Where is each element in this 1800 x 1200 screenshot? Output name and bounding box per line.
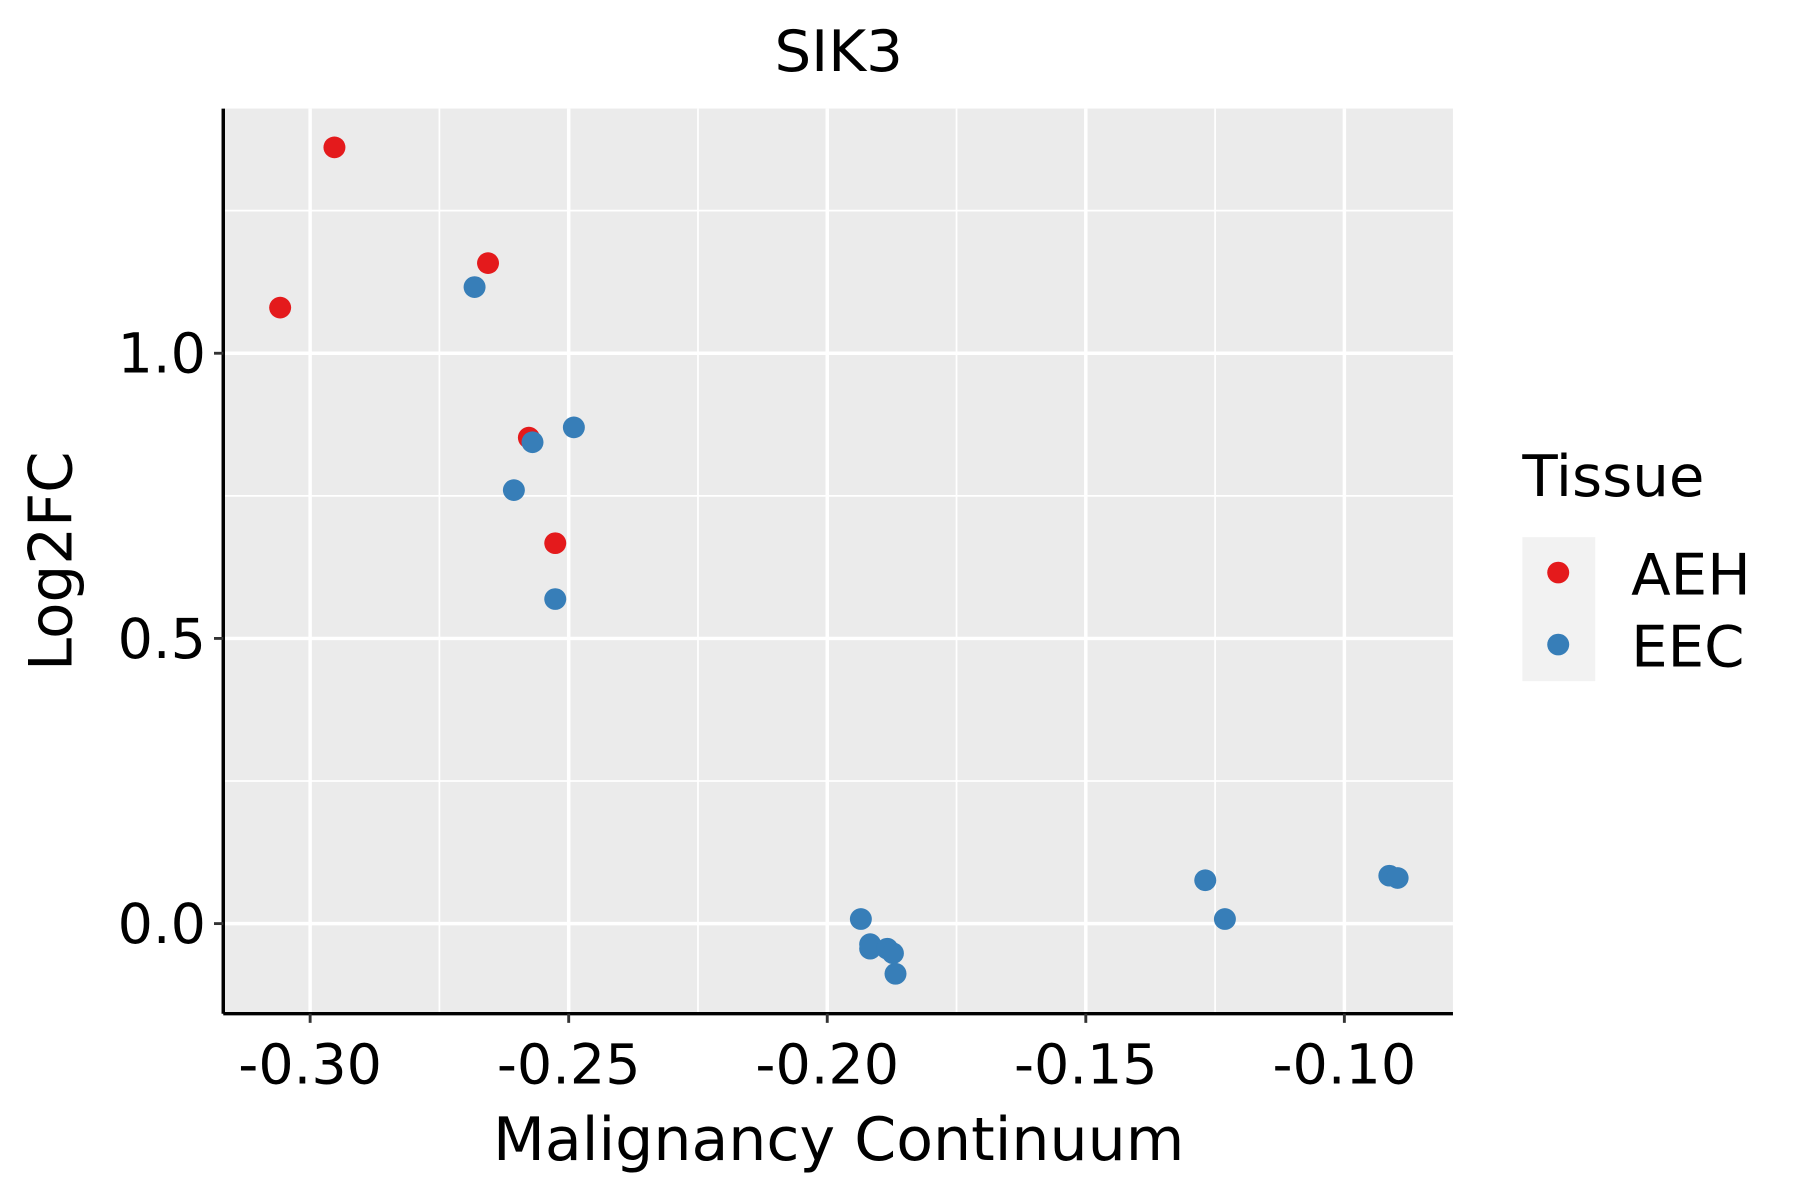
legend-key-eec <box>1547 633 1570 656</box>
point-eec <box>1386 867 1409 889</box>
point-eec <box>884 962 907 985</box>
point-eec <box>544 588 567 610</box>
point-eec <box>859 937 882 960</box>
gridlines <box>223 108 1453 1014</box>
point-eec <box>502 479 525 501</box>
point-aeh <box>323 136 346 159</box>
x-axis-ticks: -0.30 -0.25 -0.20 -0.15 -0.10 <box>238 1013 1417 1098</box>
point-aeh <box>269 296 292 319</box>
point-aeh <box>477 252 500 274</box>
x-tick-label: -0.10 <box>1273 1034 1417 1098</box>
legend-label-aeh: AEH <box>1631 542 1751 609</box>
legend-title: Tissue <box>1521 443 1704 510</box>
y-axis-ticks: 0.0 0.5 1.0 <box>118 323 224 957</box>
point-aeh <box>544 532 567 555</box>
legend-key-background <box>1522 537 1596 682</box>
x-tick-label: -0.20 <box>755 1034 899 1098</box>
point-eec <box>562 416 585 439</box>
x-tick-label: -0.30 <box>238 1034 382 1098</box>
data-points <box>269 136 1409 985</box>
chart-title: SIK3 <box>774 18 902 85</box>
point-eec <box>463 276 486 298</box>
point-eec <box>521 431 544 454</box>
x-axis-label: Malignancy Continuum <box>493 1106 1184 1175</box>
point-eec <box>849 908 872 930</box>
y-tick-label: 1.0 <box>118 323 206 387</box>
legend-key-aeh <box>1547 561 1570 584</box>
x-tick-label: -0.15 <box>1014 1034 1158 1098</box>
plot-panel <box>223 108 1453 1014</box>
point-eec <box>1194 869 1217 892</box>
point-eec <box>1213 908 1236 930</box>
y-tick-label: 0.5 <box>118 608 206 672</box>
legend-label-eec: EEC <box>1631 614 1744 681</box>
y-axis-label: Log2FC <box>17 451 86 671</box>
point-eec <box>881 942 904 965</box>
y-tick-label: 0.0 <box>118 893 206 957</box>
x-tick-label: -0.25 <box>497 1034 641 1098</box>
